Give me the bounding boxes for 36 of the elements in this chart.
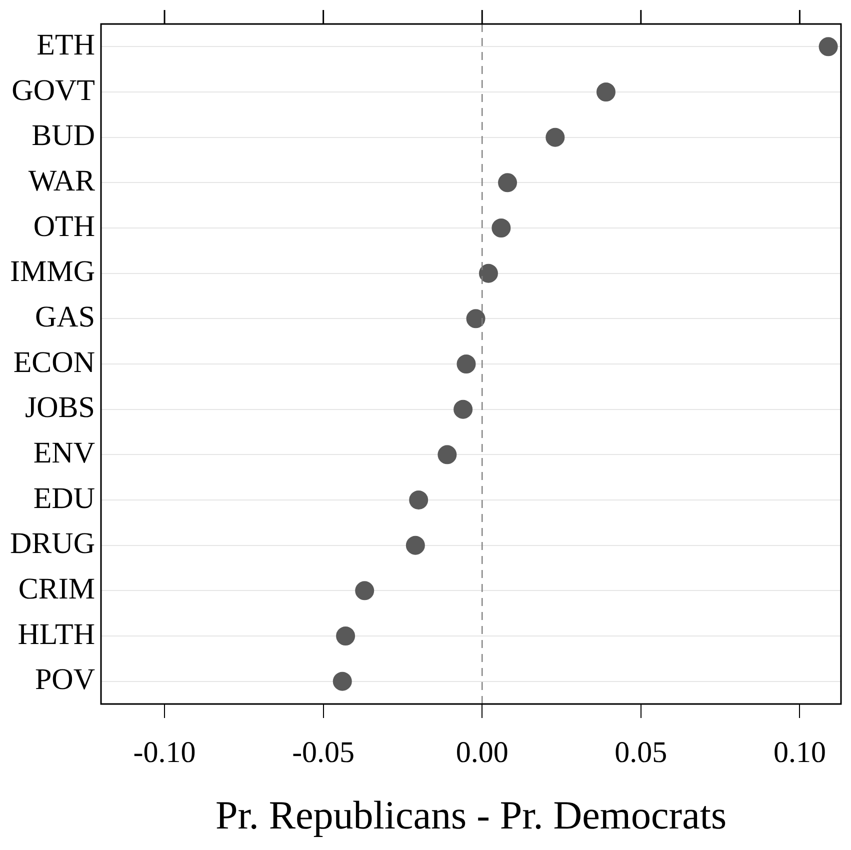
point <box>498 173 518 192</box>
x-tick-label: -0.10 <box>133 736 196 769</box>
point <box>409 490 428 510</box>
point <box>546 128 565 147</box>
point <box>438 445 457 464</box>
y-tick-label: JOBS <box>24 391 96 424</box>
point <box>818 37 838 56</box>
point <box>406 536 425 555</box>
y-tick-label: ETH <box>36 28 96 62</box>
y-tick-label: EDU <box>33 482 96 515</box>
y-tick-label: GOVT <box>12 74 96 107</box>
point <box>336 626 356 646</box>
y-tick-label: CRIM <box>18 572 96 606</box>
y-tick-label: POV <box>34 663 96 696</box>
y-tick-label: ECON <box>13 346 96 379</box>
point <box>596 82 616 102</box>
point <box>456 354 476 374</box>
y-tick-label: IMMG <box>10 255 96 288</box>
x-tick-label: -0.05 <box>292 736 355 769</box>
y-tick-label: OTH <box>33 210 96 243</box>
x-axis-title: Pr. Republicans - Pr. Democrats <box>215 792 727 838</box>
y-tick-label: WAR <box>28 164 96 198</box>
y-tick-label: BUD <box>32 119 96 152</box>
point <box>454 400 473 419</box>
x-tick-label: 0.00 <box>456 736 508 769</box>
x-tick-label: 0.10 <box>773 736 826 769</box>
point <box>466 309 486 328</box>
y-tick-label: DRUG <box>10 527 96 560</box>
y-tick-label: HLTH <box>18 618 96 651</box>
point <box>478 264 498 283</box>
point <box>332 672 352 691</box>
x-tick-label: 0.05 <box>614 736 668 769</box>
y-tick-label: GAS <box>34 300 96 334</box>
y-tick-label: ENV <box>33 436 96 470</box>
point <box>492 218 511 238</box>
point <box>355 581 374 600</box>
